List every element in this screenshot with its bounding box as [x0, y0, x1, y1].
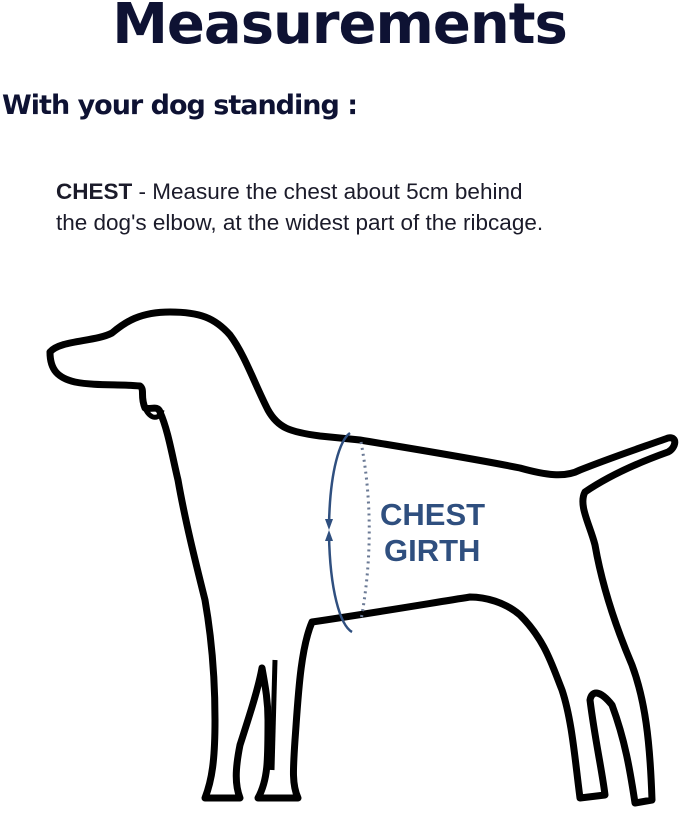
subtitle: With your dog standing : — [2, 90, 358, 121]
chest-instruction: CHEST - Measure the chest about 5cm behi… — [56, 176, 676, 238]
instruction-line-2: the dog's elbow, at the widest part of t… — [56, 210, 544, 235]
dotted-girth-line — [359, 441, 371, 621]
girth-label-line-1: CHEST — [380, 497, 485, 532]
instruction-line-1: CHEST - Measure the chest about 5cm behi… — [56, 176, 676, 207]
girth-label-line-2: GIRTH — [384, 533, 480, 568]
front-leg-inner-line — [269, 659, 278, 771]
page-title: Measurements — [112, 0, 568, 57]
girth-arrow-upper — [327, 431, 351, 526]
dog-outline — [46, 308, 679, 807]
arrow-up-icon — [325, 530, 333, 541]
instruction-term: CHEST — [56, 179, 133, 204]
arrow-down-icon — [325, 519, 333, 530]
instruction-text-1: - Measure the chest about 5cm behind — [132, 179, 523, 204]
girth-arrow-lower — [327, 534, 353, 634]
mouth-line — [142, 406, 165, 420]
